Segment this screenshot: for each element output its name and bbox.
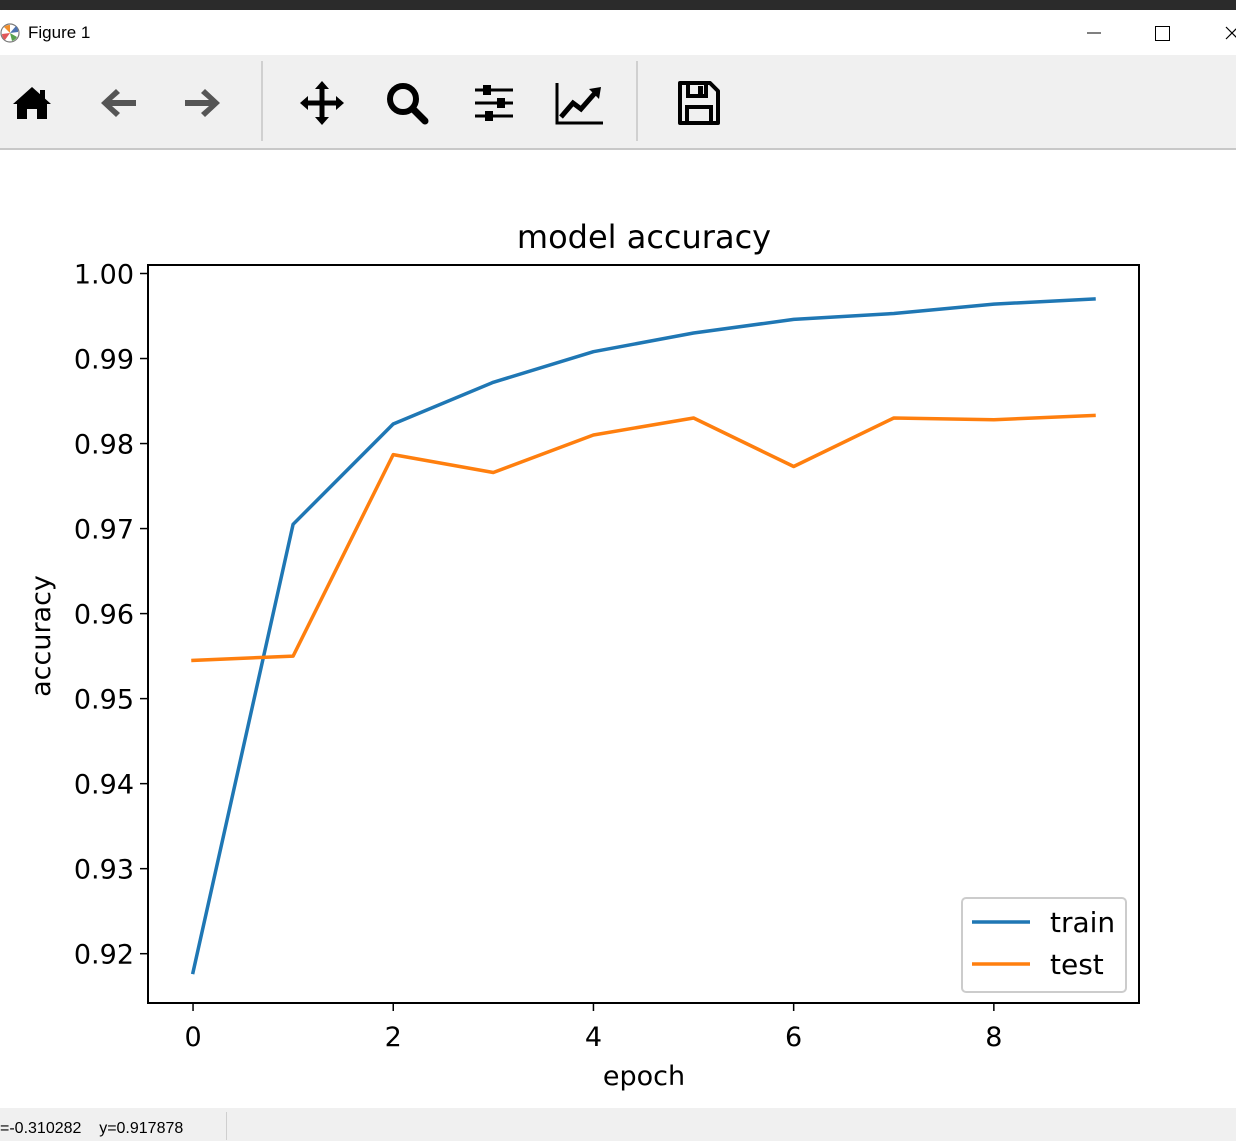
- forward-button[interactable]: [177, 75, 229, 131]
- x-tick-label: 0: [184, 1022, 201, 1053]
- back-button[interactable]: [92, 75, 144, 131]
- save-button[interactable]: [672, 75, 724, 131]
- zoom-magnifier-icon: [387, 83, 429, 125]
- pan-move-icon: [300, 81, 344, 125]
- y-tick-label: 0.99: [74, 345, 134, 376]
- legend-label-test: test: [1050, 948, 1104, 981]
- status-divider: [226, 1112, 227, 1140]
- cursor-coordinates: =-0.310282 y=0.917878: [0, 1120, 184, 1137]
- chart-title: model accuracy: [517, 218, 771, 256]
- y-tick-label: 0.97: [74, 515, 134, 546]
- maximize-button[interactable]: [1142, 18, 1182, 48]
- pan-button[interactable]: [296, 75, 348, 131]
- zoom-button[interactable]: [381, 75, 433, 131]
- x-axis-label: epoch: [603, 1061, 685, 1092]
- subplots-sliders-icon: [475, 85, 513, 121]
- x-tick-label: 2: [385, 1022, 402, 1053]
- forward-arrow-icon: [185, 89, 220, 117]
- save-floppy-icon: [678, 81, 720, 125]
- y-tick-label: 0.98: [74, 430, 134, 461]
- axes-line-chart-icon: [555, 83, 603, 125]
- status-bar: =-0.310282 y=0.917878: [0, 1108, 1236, 1141]
- close-button[interactable]: [1210, 18, 1236, 48]
- y-tick-label: 0.94: [74, 770, 134, 801]
- home-icon: [13, 87, 51, 119]
- figure-canvas[interactable]: model accuracy epoch accuracy 0.92 0.93 0.…: [0, 150, 1236, 1108]
- configure-subplots-button[interactable]: [467, 75, 519, 131]
- matplotlib-logo-icon: [0, 23, 20, 43]
- y-tick-label: 0.92: [74, 940, 134, 971]
- y-tick-label: 0.93: [74, 855, 134, 886]
- legend-label-train: train: [1050, 906, 1115, 939]
- window-top-edge: [0, 0, 1236, 10]
- toolbar-separator: [261, 61, 263, 141]
- x-tick-label: 4: [585, 1022, 602, 1053]
- y-tick-label: 1.00: [74, 260, 134, 291]
- toolbar-separator: [636, 61, 638, 141]
- edit-axes-button[interactable]: [553, 75, 605, 131]
- y-tick-label: 0.95: [74, 685, 134, 716]
- home-button[interactable]: [6, 75, 58, 131]
- plot-area-frame: [147, 264, 1140, 1004]
- minimize-icon: [1087, 32, 1101, 34]
- y-tick-label: 0.96: [74, 600, 134, 631]
- close-icon: [1225, 26, 1236, 40]
- window-title: Figure 1: [28, 23, 91, 42]
- minimize-button[interactable]: [1074, 18, 1114, 48]
- title-bar: Figure 1: [0, 10, 1236, 55]
- maximize-icon: [1155, 26, 1170, 41]
- back-arrow-icon: [101, 89, 136, 117]
- chart-svg: model accuracy epoch accuracy 0.92 0.93 0.…: [26, 218, 1140, 1092]
- series-line-test: [191, 413, 1096, 663]
- series-line-train: [190, 297, 1096, 975]
- y-axis-label: accuracy: [26, 575, 57, 697]
- navigation-toolbar: [0, 55, 1236, 150]
- x-tick-label: 6: [785, 1022, 802, 1053]
- x-tick-label: 8: [985, 1022, 1002, 1053]
